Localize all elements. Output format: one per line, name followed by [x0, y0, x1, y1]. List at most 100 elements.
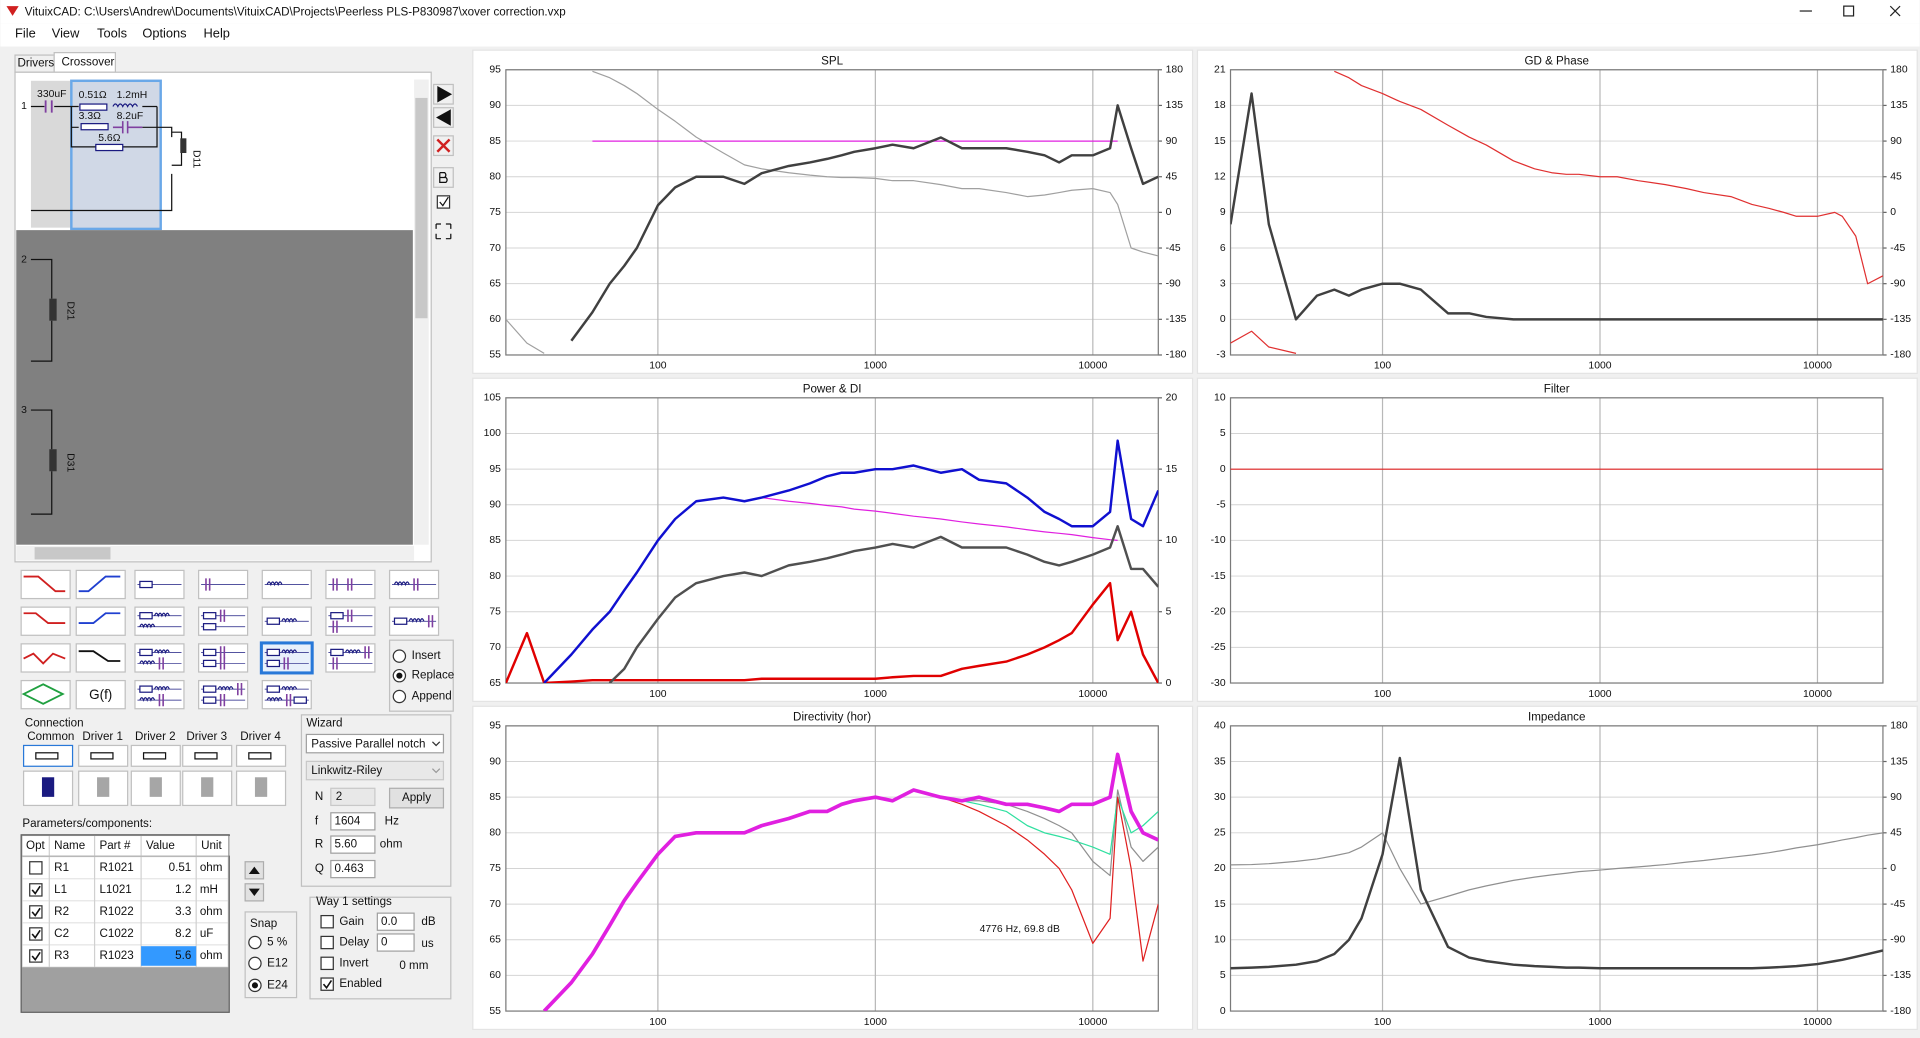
driver-button[interactable]: [235, 770, 287, 807]
menu-item[interactable]: Help: [204, 26, 230, 41]
component-button[interactable]: [261, 643, 312, 673]
menu-item[interactable]: File: [15, 26, 36, 41]
cell-value[interactable]: 5.6: [175, 949, 191, 962]
component-button[interactable]: [325, 606, 376, 636]
opt-checkbox[interactable]: [29, 883, 43, 897]
y-tick-label: 6: [1220, 243, 1226, 254]
enabled-label[interactable]: Enabled: [339, 977, 382, 990]
param-input[interactable]: [330, 859, 376, 879]
response-icon: [78, 575, 121, 593]
cell-value[interactable]: 8.2: [175, 927, 191, 940]
component-button[interactable]: [325, 643, 376, 673]
chart-title: Power & DI: [803, 382, 862, 395]
snap-option[interactable]: 5 %: [267, 936, 287, 949]
plot-frame: [1229, 397, 1884, 684]
response-icon: [23, 652, 66, 665]
param-input[interactable]: [330, 812, 376, 831]
delay-checkbox[interactable]: [320, 935, 334, 950]
cell-value[interactable]: 0.51: [169, 861, 192, 874]
wizard-type-select[interactable]: [305, 733, 445, 754]
component-button[interactable]: [134, 606, 185, 636]
menu-item[interactable]: View: [52, 26, 80, 41]
cell-value[interactable]: 1.2: [175, 883, 191, 896]
way-number: 1: [21, 101, 27, 112]
component-button[interactable]: [198, 606, 249, 636]
snap-option[interactable]: E24: [267, 978, 288, 991]
opt-checkbox[interactable]: [29, 905, 43, 919]
scroll-thumb[interactable]: [34, 547, 111, 560]
mode-radio[interactable]: [392, 689, 407, 704]
inductor-icon: [281, 618, 298, 623]
connection-title: Connection: [25, 716, 84, 729]
cell-value[interactable]: 3.3: [175, 905, 191, 918]
connection-label[interactable]: Common: [27, 730, 74, 743]
invert-checkbox[interactable]: [320, 956, 334, 971]
scroll-thumb[interactable]: [415, 97, 428, 319]
gf-label[interactable]: G(f): [89, 687, 112, 702]
driver: [180, 138, 187, 154]
tool-icon[interactable]: [435, 223, 452, 240]
opt-checkbox[interactable]: [29, 949, 43, 963]
mode-label[interactable]: Replace: [412, 669, 455, 682]
capacitor-icon: [332, 620, 338, 633]
component-button[interactable]: [198, 679, 249, 710]
gain-label[interactable]: Gain: [339, 915, 364, 928]
radio-dot: [251, 982, 259, 989]
y-tick-label: 100: [484, 428, 502, 439]
y-tick-label: -20: [1211, 606, 1226, 617]
scrollbar-h: [16, 545, 415, 561]
mode-radio[interactable]: [392, 649, 407, 663]
way-number: 2: [21, 254, 27, 265]
y-tick-label: 10: [1214, 935, 1226, 946]
y-tick-label: 90: [489, 500, 501, 511]
way-title: Way 1 settings: [316, 895, 392, 908]
param-value: 5.60: [335, 838, 358, 851]
component-button[interactable]: [198, 643, 249, 673]
component-button[interactable]: [75, 643, 126, 673]
tab-label[interactable]: Drivers: [17, 57, 54, 70]
y2-tick-label: 45: [1890, 171, 1902, 182]
snap-radio[interactable]: [248, 935, 262, 950]
invert-label[interactable]: Invert: [339, 956, 369, 969]
gain-checkbox[interactable]: [320, 914, 334, 929]
capacitor-icon: [347, 578, 353, 591]
y2-tick-label: 10: [1166, 535, 1178, 546]
y-tick-label: 0: [1220, 1006, 1226, 1017]
apply-label[interactable]: Apply: [402, 791, 431, 804]
restore-button[interactable]: [1843, 5, 1855, 17]
component-button[interactable]: [75, 679, 126, 710]
menu-item[interactable]: Tools: [97, 26, 127, 41]
snap-option[interactable]: E12: [267, 956, 288, 969]
close-button[interactable]: [1889, 5, 1901, 17]
dropdown-arrow: [431, 741, 441, 747]
mode-label[interactable]: Append: [412, 690, 452, 703]
component-button[interactable]: [20, 569, 71, 600]
opt-checkbox[interactable]: [29, 927, 43, 941]
capacitor-icon: [332, 657, 338, 670]
gain-input[interactable]: [376, 912, 415, 931]
cell-name: R2: [54, 905, 69, 918]
y-tick-label: 85: [489, 136, 501, 147]
n-select: [330, 787, 376, 807]
snap-radio[interactable]: [248, 956, 262, 971]
delay-input[interactable]: [376, 933, 415, 952]
connection-label[interactable]: Driver 2: [135, 730, 176, 743]
apply-button[interactable]: [388, 787, 445, 809]
component-button[interactable]: [75, 569, 126, 600]
response-icon: [23, 612, 66, 624]
y-tick-label: 12: [1214, 171, 1226, 182]
connection-label[interactable]: Driver 4: [240, 730, 281, 743]
enabled-checkbox[interactable]: [320, 977, 334, 991]
tab-label[interactable]: Crossover: [62, 55, 115, 68]
menu-item[interactable]: Options: [142, 26, 186, 41]
opt-checkbox[interactable]: [29, 861, 43, 875]
charts-area: SPL556065707580859095-180-135-90-4504590…: [472, 49, 1918, 1031]
connection-label[interactable]: Driver 3: [186, 730, 227, 743]
component-button[interactable]: [75, 606, 126, 636]
connection-label[interactable]: Driver 1: [82, 730, 123, 743]
delay-label[interactable]: Delay: [339, 936, 369, 949]
param-input[interactable]: [330, 835, 376, 854]
way-number: 3: [21, 405, 27, 416]
mode-label[interactable]: Insert: [412, 649, 442, 662]
